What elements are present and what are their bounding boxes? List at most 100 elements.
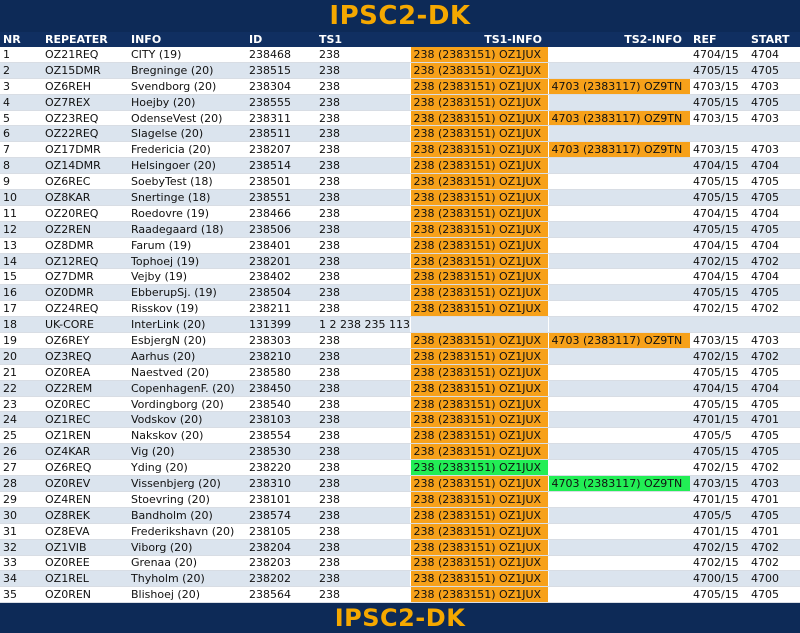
cell-repeater: OZ0REC — [42, 396, 128, 413]
header-info[interactable]: INFO — [128, 32, 246, 47]
table-row[interactable]: 19 OZ6REY EsbjergN (20) 238303 238 238 (23831… — [0, 332, 800, 349]
table-row[interactable]: 23 OZ0REC Vordingborg (20) 238540 238 238 (23… — [0, 396, 800, 413]
table-row[interactable]: 28 OZ0REV Vissenbjerg (20) 238310 238 238 (23… — [0, 475, 800, 492]
cell-ref: 4705/15 — [690, 94, 748, 111]
cell-info: Vordingborg (20) — [128, 396, 246, 413]
table-row[interactable]: 35 OZ0REN Blishoej (20) 238564 238 238 (23831… — [0, 586, 800, 604]
table-row[interactable]: 17 OZ24REQ Risskov (19) 238211 238 238 (23831… — [0, 300, 800, 318]
table-row[interactable]: 29 OZ4REN Stoevring (20) 238101 238 238 (2383… — [0, 491, 800, 508]
cell-repeater: OZ8EVA — [42, 523, 128, 540]
cell-id: 238530 — [246, 443, 316, 461]
cell-id: 238555 — [246, 94, 316, 111]
cell-ts1-info: 238 (2383151) OZ1JUX — [409, 555, 548, 572]
header-ts2-info[interactable]: TS2-INFO — [548, 32, 690, 47]
cell-id: 238202 — [246, 570, 316, 588]
table-row[interactable]: 1 OZ21REQ CITY (19) 238468 238 238 (2383151) … — [0, 47, 800, 63]
table-row[interactable]: 16 OZ0DMR EbberupSj. (19) 238504 238 238 (238… — [0, 284, 800, 302]
cell-repeater: OZ3REQ — [42, 348, 128, 365]
table-row[interactable]: 5 OZ23REQ OdenseVest (20) 238311 238 238 (238… — [0, 110, 800, 127]
cell-info: Grenaa (20) — [128, 555, 246, 572]
cell-nr: 35 — [0, 586, 42, 604]
table-row[interactable]: 21 OZ0REA Naestved (20) 238580 238 238 (23831… — [0, 364, 800, 381]
cell-ts2-info: 4703 (2383117) OZ9TN — [547, 475, 690, 492]
cell-ts1: 238 — [316, 268, 410, 286]
footer-title: IPSC2-DK — [0, 603, 800, 633]
cell-repeater: OZ0DMR — [42, 284, 128, 302]
cell-id: 238466 — [246, 205, 316, 222]
table-row[interactable]: 15 OZ7DMR Vejby (19) 238402 238 238 (2383151)… — [0, 268, 800, 286]
table-row[interactable]: 18 UK-CORE InterLink (20) 131399 1 2 238 235… — [0, 316, 800, 334]
cell-repeater: OZ21REQ — [42, 47, 128, 63]
cell-ref: 4705/15 — [690, 189, 748, 206]
table-row[interactable]: 22 OZ2REM CopenhagenF. (20) 238450 238 238 (2… — [0, 380, 800, 397]
cell-ts1: 238 — [316, 555, 410, 572]
table-row[interactable]: 4 OZ7REX Hoejby (20) 238555 238 238 (2383151)… — [0, 94, 800, 111]
cell-id: 238310 — [246, 475, 316, 492]
cell-nr: 28 — [0, 475, 42, 492]
header-ts1[interactable]: TS1 — [316, 32, 410, 47]
cell-info: Hoejby (20) — [128, 94, 246, 111]
cell-ts1: 238 — [316, 380, 410, 397]
cell-ts2-info — [547, 221, 690, 238]
table-row[interactable]: 8 OZ14DMR Helsingoer (20) 238514 238 238 (238… — [0, 157, 800, 175]
table-row[interactable]: 24 OZ1REC Vodskov (20) 238103 238 238 (238315… — [0, 411, 800, 429]
cell-ts2-info — [547, 284, 690, 302]
cell-ts2-info — [547, 47, 690, 63]
cell-repeater: OZ2REN — [42, 221, 128, 238]
table-row[interactable]: 26 OZ4KAR Vig (20) 238530 238 238 (2383151) O… — [0, 443, 800, 461]
table-row[interactable]: 13 OZ8DMR Farum (19) 238401 238 238 (2383151)… — [0, 237, 800, 254]
cell-ts1: 238 — [316, 459, 410, 477]
cell-ts2-info — [547, 253, 690, 270]
header-nr[interactable]: NR — [0, 32, 42, 47]
cell-ts1: 238 — [316, 189, 410, 206]
cell-nr: 34 — [0, 570, 42, 588]
table-row[interactable]: 7 OZ17DMR Fredericia (20) 238207 238 238 (238… — [0, 141, 800, 159]
table-row[interactable]: 14 OZ12REQ Tophoej (19) 238201 238 238 (23831… — [0, 253, 800, 270]
cell-ts1: 238 — [316, 78, 410, 95]
cell-ts2-info — [547, 205, 690, 222]
cell-id: 238511 — [246, 125, 316, 143]
cell-info: Naestved (20) — [128, 364, 246, 381]
table-row[interactable]: 30 OZ8REK Bandholm (20) 238574 238 238 (23831… — [0, 507, 800, 524]
cell-ref: 4702/15 — [690, 459, 748, 477]
cell-info: CITY (19) — [128, 47, 246, 63]
table-row[interactable]: 20 OZ3REQ Aarhus (20) 238210 238 238 (2383151… — [0, 348, 800, 365]
cell-ts2-info — [547, 507, 690, 524]
cell-id: 131399 — [246, 316, 316, 334]
cell-start — [748, 125, 800, 143]
table-row[interactable]: 25 OZ1REN Nakskov (20) 238554 238 238 (238315… — [0, 427, 800, 445]
table-row[interactable]: 31 OZ8EVA Frederikshavn (20) 238105 238 238 (… — [0, 523, 800, 540]
table-row[interactable]: 2 OZ15DMR Bregninge (20) 238515 238 238 (2383… — [0, 62, 800, 79]
cell-ts2-info — [547, 555, 690, 572]
table-row[interactable]: 3 OZ6REH Svendborg (20) 238304 238 238 (23831… — [0, 78, 800, 95]
cell-start: 4703 — [748, 332, 800, 349]
table-row[interactable]: 12 OZ2REN Raadegaard (18) 238506 238 238 (238… — [0, 221, 800, 238]
header-ref[interactable]: REF — [690, 32, 748, 47]
header-repeater[interactable]: REPEATER — [42, 32, 128, 47]
cell-ref: 4701/15 — [690, 523, 748, 540]
table-row[interactable]: 10 OZ8KAR Snertinge (18) 238551 238 238 (2383… — [0, 189, 800, 206]
cell-start: 4702 — [748, 253, 800, 270]
cell-ts1-info: 238 (2383151) OZ1JUX — [409, 570, 548, 588]
cell-repeater: OZ6REY — [42, 332, 128, 349]
cell-repeater: OZ0REE — [42, 555, 128, 572]
cell-info: Vodskov (20) — [128, 411, 246, 429]
table-row[interactable]: 11 OZ20REQ Roedovre (19) 238466 238 238 (2383… — [0, 205, 800, 222]
table-row[interactable]: 34 OZ1REL Thyholm (20) 238202 238 238 (238315… — [0, 570, 800, 588]
cell-ts1: 238 — [316, 221, 410, 238]
cell-ts2-info — [547, 523, 690, 540]
header-ts1-info[interactable]: TS1-INFO — [410, 32, 548, 47]
header-start[interactable]: START — [748, 32, 800, 47]
table-row[interactable]: 33 OZ0REE Grenaa (20) 238203 238 238 (2383151… — [0, 555, 800, 572]
table-row[interactable]: 9 OZ6REC SoebyTest (18) 238501 238 238 (23831… — [0, 173, 800, 191]
table-row[interactable]: 32 OZ1VIB Viborg (20) 238204 238 238 (2383151… — [0, 539, 800, 556]
cell-nr: 10 — [0, 189, 42, 206]
cell-ref: 4702/15 — [690, 348, 748, 365]
table-row[interactable]: 27 OZ6REQ Yding (20) 238220 238 238 (2383151)… — [0, 459, 800, 477]
table-row[interactable]: 6 OZ22REQ Slagelse (20) 238511 238 238 (23831… — [0, 125, 800, 143]
cell-ref: 4705/15 — [690, 396, 748, 413]
cell-nr: 17 — [0, 300, 42, 318]
header-id[interactable]: ID — [246, 32, 316, 47]
cell-ts1-info: 238 (2383151) OZ1JUX — [409, 380, 548, 397]
cell-ts1-info: 238 (2383151) OZ1JUX — [409, 507, 548, 524]
